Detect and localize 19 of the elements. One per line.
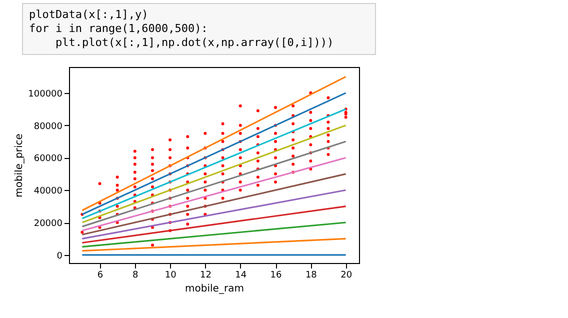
x-axis-title: mobile_ram (185, 284, 244, 294)
x-tick-label: 14 (235, 270, 247, 280)
y-tick-label: 40000 (34, 186, 63, 197)
y-axis-title: mobile_price (14, 134, 26, 198)
text: plt.plot(x[:,1],np.dot(x,np.array([0,i]))) (54, 36, 335, 50)
y-tick-label: 100000 (28, 89, 63, 100)
x-tick-label: 18 (305, 270, 318, 280)
x-tick-label: 6 (97, 270, 104, 280)
x-tick-label: 16 (270, 270, 282, 280)
x-tick-label: 20 (340, 270, 352, 280)
x-tick-label: 12 (200, 270, 212, 280)
y-tick-label: 60000 (34, 154, 63, 164)
x-tick-label: 10 (164, 270, 177, 280)
y-tick-label: 80000 (34, 122, 63, 132)
text: plotData(x[:,1],y) (29, 8, 150, 22)
y-tick-label: 0 (56, 251, 63, 262)
y-tick-label: 20000 (34, 219, 63, 230)
text: for i in range(1,6000,500): (29, 22, 209, 36)
x-tick-label: 8 (132, 270, 139, 280)
